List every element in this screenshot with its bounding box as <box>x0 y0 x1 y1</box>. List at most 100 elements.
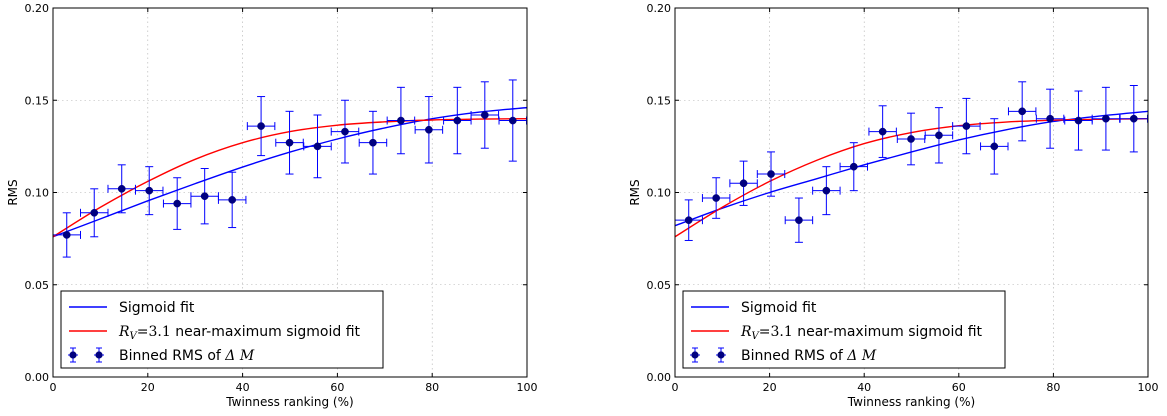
data-point <box>358 110 388 175</box>
data-point <box>1064 90 1093 151</box>
legend-entry-rv31-fit: RV=3.1 near-maximum sigmoid fit <box>691 324 983 342</box>
data-marker <box>849 162 858 171</box>
data-point <box>162 177 192 230</box>
x-tick-label: 0 <box>672 381 679 394</box>
data-point <box>246 96 276 157</box>
y-tick-label: 0.10 <box>647 187 672 200</box>
y-axis-label: RMS <box>6 179 20 205</box>
data-marker <box>1018 107 1027 116</box>
data-marker <box>90 208 99 217</box>
data-point <box>275 110 304 175</box>
legend-swatch <box>69 351 77 359</box>
data-point <box>303 114 332 179</box>
x-tick-label: 0 <box>50 381 57 394</box>
y-axis-label: RMS <box>628 179 642 205</box>
data-point <box>107 164 136 214</box>
legend-swatch <box>717 351 725 359</box>
x-tick-label: 100 <box>1138 381 1159 394</box>
y-tick-label: 0.15 <box>25 94 50 107</box>
data-point <box>980 118 1009 175</box>
legend: Sigmoid fit RV=3.1 near-maximum sigmoid f… <box>682 290 1006 369</box>
data-marker <box>990 142 999 151</box>
data-point <box>952 97 981 155</box>
data-marker <box>1074 116 1083 125</box>
data-marker <box>1129 114 1138 123</box>
legend-label: Sigmoid fit <box>119 300 195 316</box>
data-point <box>414 96 444 164</box>
data-marker <box>62 231 71 239</box>
data-point <box>674 199 703 241</box>
binned-rms-series <box>674 81 1149 243</box>
x-tick-label: 60 <box>330 381 344 394</box>
data-point <box>52 212 81 258</box>
legend-box <box>60 290 384 369</box>
data-point <box>896 112 926 166</box>
data-marker <box>341 127 349 136</box>
data-marker <box>712 194 721 202</box>
data-point <box>79 188 109 238</box>
y-tick-label: 0.10 <box>25 187 50 200</box>
data-marker <box>962 122 971 130</box>
legend-label: Binned RMS of Δ M <box>119 348 255 364</box>
data-point <box>1035 88 1065 149</box>
data-point <box>190 168 219 225</box>
legend-box <box>682 290 1006 369</box>
data-marker <box>767 170 775 178</box>
data-marker <box>425 125 433 134</box>
data-point <box>330 99 360 164</box>
x-tick-label: 20 <box>141 381 155 394</box>
left-chart-panel: 0 20 40 60 80 100 0.00 0.05 0.10 0.15 0.20 Twinness… <box>6 2 538 409</box>
data-point <box>1091 86 1121 151</box>
data-marker <box>369 138 377 147</box>
y-tick-label: 0.15 <box>647 94 672 107</box>
y-tick-label: 0.05 <box>25 279 50 292</box>
x-tick-label: 20 <box>763 381 777 394</box>
data-marker <box>257 122 265 130</box>
legend: Sigmoid fit RV=3.1 near-maximum sigmoid f… <box>60 290 384 369</box>
y-tick-label: 0.05 <box>647 279 672 292</box>
x-tick-label: 40 <box>857 381 871 394</box>
data-marker <box>795 216 803 225</box>
data-marker <box>878 127 887 136</box>
x-axis-label: Twinness ranking (%) <box>225 395 353 409</box>
data-marker <box>173 199 182 208</box>
data-point <box>784 197 814 243</box>
x-tick-label: 80 <box>425 381 439 394</box>
binned-rms-series <box>52 79 528 258</box>
data-marker <box>200 192 209 201</box>
data-marker <box>117 184 126 193</box>
legend-label: Binned RMS of Δ M <box>741 348 877 364</box>
legend-label: RV=3.1 near-maximum sigmoid fit <box>740 324 983 342</box>
data-marker <box>228 196 237 204</box>
data-point <box>812 166 841 216</box>
legend-entry-sigmoid-fit: Sigmoid fit <box>69 300 195 316</box>
legend-swatch <box>691 351 699 359</box>
x-axis-label: Twinness ranking (%) <box>847 395 975 409</box>
data-marker <box>684 216 693 225</box>
data-point <box>756 151 786 197</box>
data-marker <box>907 135 915 143</box>
data-marker <box>1046 114 1054 123</box>
legend-entry-sigmoid-fit: Sigmoid fit <box>691 300 817 316</box>
y-tick-label: 0.20 <box>25 2 50 15</box>
data-point <box>498 79 528 162</box>
data-marker <box>313 142 322 151</box>
legend-label: RV=3.1 near-maximum sigmoid fit <box>118 324 361 342</box>
data-marker <box>145 186 154 195</box>
data-point <box>134 166 164 216</box>
data-marker <box>739 179 748 188</box>
data-point <box>470 81 500 149</box>
data-point <box>924 107 954 164</box>
legend-entry-binned-rms: Binned RMS of Δ M <box>68 347 255 364</box>
data-marker <box>1102 114 1110 123</box>
y-tick-label: 0.00 <box>647 371 672 384</box>
data-point <box>1119 84 1149 153</box>
data-marker <box>453 116 462 125</box>
x-tick-label: 100 <box>517 381 538 394</box>
data-point <box>443 86 472 155</box>
data-marker <box>508 116 517 125</box>
data-marker <box>285 138 294 147</box>
data-point <box>868 105 897 158</box>
legend-entry-binned-rms: Binned RMS of Δ M <box>690 347 877 364</box>
